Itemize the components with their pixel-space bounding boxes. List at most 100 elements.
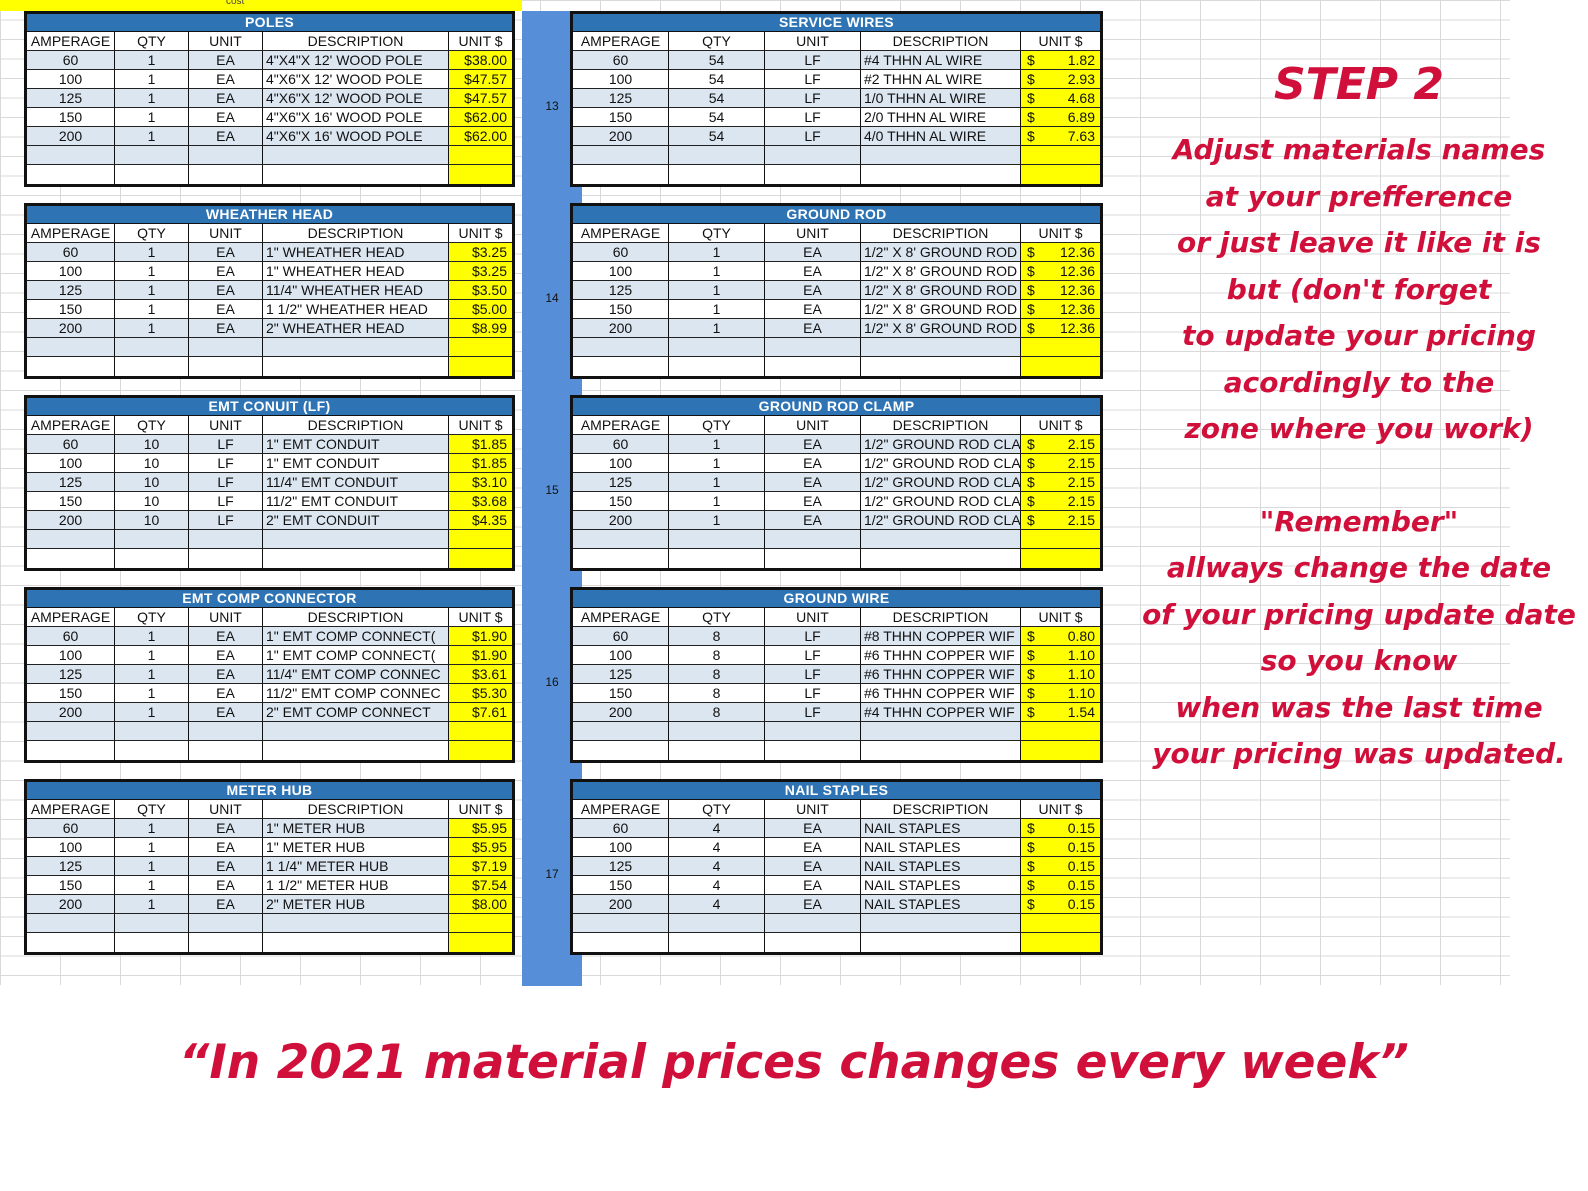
description-cell[interactable]: NAIL STAPLES: [861, 819, 1021, 837]
empty-cell[interactable]: [449, 741, 512, 760]
empty-cell[interactable]: [115, 933, 189, 952]
description-cell[interactable]: 1" WHEATHER HEAD: [263, 262, 449, 280]
description-cell[interactable]: 1 1/2" WHEATHER HEAD: [263, 300, 449, 318]
price-cell[interactable]: $7.61: [449, 703, 512, 721]
empty-cell[interactable]: [1021, 165, 1100, 184]
amperage-cell[interactable]: 60: [27, 627, 115, 645]
unit-cell[interactable]: EA: [189, 895, 263, 913]
price-cell[interactable]: $5.95: [449, 838, 512, 856]
description-cell[interactable]: 2" METER HUB: [263, 895, 449, 913]
unit-cell[interactable]: EA: [189, 89, 263, 107]
qty-cell[interactable]: 8: [669, 684, 765, 702]
amperage-cell[interactable]: 60: [27, 435, 115, 453]
description-cell[interactable]: #4 THHN COPPER WIF: [861, 703, 1021, 721]
description-cell[interactable]: 1" EMT CONDUIT: [263, 435, 449, 453]
unit-cell[interactable]: LF: [189, 492, 263, 510]
empty-cell[interactable]: [765, 549, 861, 568]
description-cell[interactable]: 11/4" EMT COMP CONNEC: [263, 665, 449, 683]
unit-cell[interactable]: EA: [765, 281, 861, 299]
description-cell[interactable]: 1 1/4" METER HUB: [263, 857, 449, 875]
empty-cell[interactable]: [861, 357, 1021, 376]
empty-cell[interactable]: [449, 357, 512, 376]
empty-cell[interactable]: [765, 741, 861, 760]
amperage-cell[interactable]: 200: [27, 895, 115, 913]
description-cell[interactable]: 1/2" X 8' GROUND ROD: [861, 300, 1021, 318]
qty-cell[interactable]: 1: [115, 895, 189, 913]
unit-cell[interactable]: EA: [765, 300, 861, 318]
price-cell[interactable]: $5.95: [449, 819, 512, 837]
qty-cell[interactable]: 1: [669, 511, 765, 529]
unit-cell[interactable]: EA: [189, 108, 263, 126]
unit-cell[interactable]: EA: [189, 70, 263, 88]
qty-cell[interactable]: 8: [669, 665, 765, 683]
amperage-cell[interactable]: 100: [27, 70, 115, 88]
price-cell[interactable]: $1.10: [1021, 684, 1100, 702]
empty-cell[interactable]: [1021, 933, 1100, 952]
price-cell[interactable]: $6.89: [1021, 108, 1100, 126]
price-cell[interactable]: $7.54: [449, 876, 512, 894]
description-cell[interactable]: #6 THHN COPPER WIF: [861, 665, 1021, 683]
price-cell[interactable]: $4.68: [1021, 89, 1100, 107]
qty-cell[interactable]: 1: [669, 435, 765, 453]
price-cell[interactable]: $0.15: [1021, 895, 1100, 913]
price-cell[interactable]: $3.50: [449, 281, 512, 299]
price-cell[interactable]: $1.10: [1021, 646, 1100, 664]
empty-cell[interactable]: [765, 933, 861, 952]
empty-cell[interactable]: [263, 549, 449, 568]
empty-cell[interactable]: [669, 165, 765, 184]
empty-cell[interactable]: [449, 549, 512, 568]
amperage-cell[interactable]: 125: [573, 857, 669, 875]
empty-cell[interactable]: [189, 165, 263, 184]
qty-cell[interactable]: 1: [669, 473, 765, 491]
amperage-cell[interactable]: 200: [573, 319, 669, 337]
description-cell[interactable]: 4"X4"X 12' WOOD POLE: [263, 51, 449, 69]
description-cell[interactable]: #4 THHN AL WIRE: [861, 51, 1021, 69]
amperage-cell[interactable]: 150: [27, 492, 115, 510]
price-cell[interactable]: $0.15: [1021, 819, 1100, 837]
price-cell[interactable]: $3.10: [449, 473, 512, 491]
amperage-cell[interactable]: 150: [27, 300, 115, 318]
description-cell[interactable]: 4"X6"X 16' WOOD POLE: [263, 108, 449, 126]
qty-cell[interactable]: 4: [669, 895, 765, 913]
description-cell[interactable]: 1" METER HUB: [263, 819, 449, 837]
empty-cell[interactable]: [263, 933, 449, 952]
unit-cell[interactable]: EA: [765, 492, 861, 510]
price-cell[interactable]: $3.25: [449, 262, 512, 280]
unit-cell[interactable]: LF: [765, 684, 861, 702]
qty-cell[interactable]: 1: [115, 281, 189, 299]
empty-cell[interactable]: [573, 741, 669, 760]
amperage-cell[interactable]: 125: [27, 281, 115, 299]
amperage-cell[interactable]: 60: [27, 51, 115, 69]
unit-cell[interactable]: EA: [189, 703, 263, 721]
empty-cell[interactable]: [27, 146, 115, 164]
description-cell[interactable]: 11/2" EMT COMP CONNEC: [263, 684, 449, 702]
qty-cell[interactable]: 1: [115, 646, 189, 664]
unit-cell[interactable]: EA: [189, 51, 263, 69]
empty-cell[interactable]: [1021, 549, 1100, 568]
empty-cell[interactable]: [765, 338, 861, 356]
unit-cell[interactable]: LF: [765, 627, 861, 645]
qty-cell[interactable]: 1: [669, 454, 765, 472]
unit-cell[interactable]: EA: [189, 627, 263, 645]
qty-cell[interactable]: 1: [115, 51, 189, 69]
description-cell[interactable]: 1/2" GROUND ROD CLA: [861, 473, 1021, 491]
qty-cell[interactable]: 4: [669, 857, 765, 875]
description-cell[interactable]: NAIL STAPLES: [861, 895, 1021, 913]
price-cell[interactable]: $2.15: [1021, 435, 1100, 453]
amperage-cell[interactable]: 200: [573, 127, 669, 145]
amperage-cell[interactable]: 100: [27, 454, 115, 472]
price-cell[interactable]: $1.90: [449, 646, 512, 664]
price-cell[interactable]: $0.15: [1021, 838, 1100, 856]
description-cell[interactable]: #8 THHN COPPER WIF: [861, 627, 1021, 645]
unit-cell[interactable]: EA: [765, 473, 861, 491]
empty-cell[interactable]: [27, 357, 115, 376]
unit-cell[interactable]: EA: [765, 857, 861, 875]
qty-cell[interactable]: 1: [115, 108, 189, 126]
empty-cell[interactable]: [189, 933, 263, 952]
empty-cell[interactable]: [263, 741, 449, 760]
qty-cell[interactable]: 1: [115, 262, 189, 280]
price-cell[interactable]: $8.99: [449, 319, 512, 337]
price-cell[interactable]: $0.80: [1021, 627, 1100, 645]
price-cell[interactable]: $38.00: [449, 51, 512, 69]
price-cell[interactable]: $0.15: [1021, 876, 1100, 894]
